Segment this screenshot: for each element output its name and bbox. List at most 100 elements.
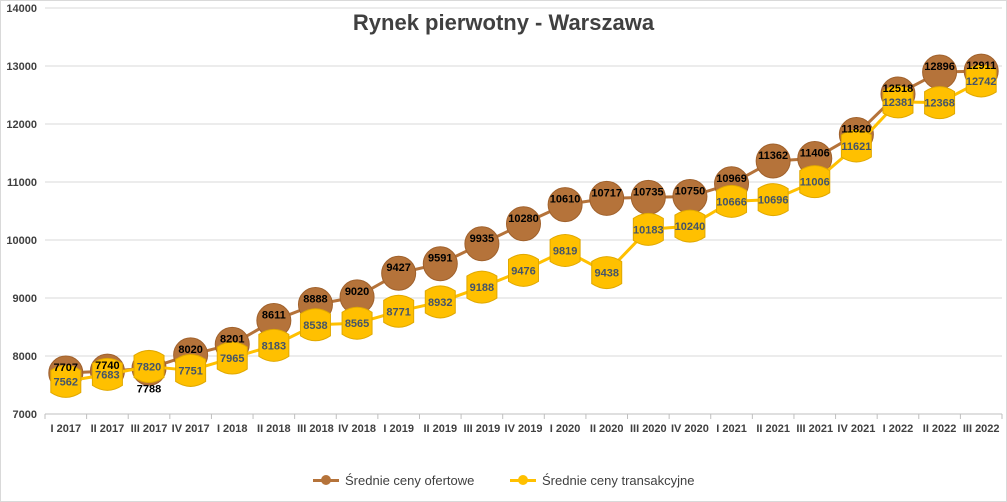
data-label-transakcyjne: 9188 xyxy=(470,282,494,294)
y-tick-label: 11000 xyxy=(7,177,37,189)
x-tick-label: IV 2021 xyxy=(837,423,875,435)
data-label-transakcyjne: 10696 xyxy=(758,195,789,207)
data-label-ofertowe: 10610 xyxy=(550,194,581,206)
data-label-ofertowe: 10717 xyxy=(591,187,622,199)
point-ofertowe xyxy=(506,206,541,242)
data-label-transakcyjne: 8538 xyxy=(303,320,327,332)
x-tick-label: IV 2018 xyxy=(338,423,376,435)
point-transakcyjne xyxy=(91,357,123,391)
point-ofertowe xyxy=(755,143,791,179)
data-label-ofertowe: 10735 xyxy=(633,186,664,198)
x-tick-label: I 2020 xyxy=(550,423,581,435)
point-transakcyjne xyxy=(508,253,539,287)
data-label-transakcyjne: 12742 xyxy=(966,76,997,88)
x-tick-label: III 2022 xyxy=(963,423,1000,435)
data-label-transakcyjne: 8565 xyxy=(345,318,369,330)
x-tick-label: IV 2019 xyxy=(505,423,543,435)
chart-title: Rynek pierwotny - Warszawa xyxy=(352,10,655,35)
x-tick-label: I 2022 xyxy=(883,423,914,435)
x-tick-label: III 2017 xyxy=(131,423,168,435)
point-transakcyjne xyxy=(341,306,373,340)
data-label-transakcyjne: 9476 xyxy=(511,265,535,277)
x-tick-label: III 2018 xyxy=(297,423,334,435)
data-label-transakcyjne: 12368 xyxy=(924,98,955,110)
x-tick-label: II 2018 xyxy=(257,423,291,435)
legend-item-ofertowe: Średnie ceny ofertowe xyxy=(313,470,474,490)
x-tick-label: I 2018 xyxy=(217,423,248,435)
data-label-ofertowe: 7788 xyxy=(137,383,161,395)
data-label-transakcyjne: 8183 xyxy=(262,340,286,352)
data-label-ofertowe: 8020 xyxy=(178,344,202,356)
legend-swatch-ofertowe xyxy=(313,473,339,487)
x-tick-label: III 2019 xyxy=(464,423,501,435)
data-label-ofertowe: 10969 xyxy=(716,173,747,185)
chart-legend: Średnie ceny ofertowe Średnie ceny trans… xyxy=(0,470,1007,490)
x-tick-label: III 2020 xyxy=(630,423,667,435)
data-label-ofertowe: 9591 xyxy=(428,253,452,265)
data-label-ofertowe: 11362 xyxy=(758,150,788,162)
data-label-transakcyjne: 8771 xyxy=(386,306,410,318)
x-tick-label: II 2021 xyxy=(756,423,790,435)
data-label-transakcyjne: 11006 xyxy=(800,177,830,189)
data-label-transakcyjne: 7751 xyxy=(178,365,202,377)
data-label-ofertowe: 12896 xyxy=(924,61,955,73)
data-label-ofertowe: 9935 xyxy=(470,233,494,245)
data-label-transakcyjne: 7820 xyxy=(137,361,161,373)
point-transakcyjne xyxy=(258,328,290,362)
point-transakcyjne xyxy=(216,341,248,375)
point-transakcyjne xyxy=(424,285,456,319)
point-ofertowe xyxy=(464,226,500,262)
y-tick-label: 7000 xyxy=(13,409,37,421)
y-tick-label: 13000 xyxy=(6,61,37,73)
point-ofertowe xyxy=(547,187,583,223)
point-transakcyjne xyxy=(799,165,831,199)
point-transakcyjne xyxy=(632,212,664,246)
x-tick-label: II 2020 xyxy=(590,423,624,435)
y-tick-label: 9000 xyxy=(13,293,37,305)
data-label-ofertowe: 7740 xyxy=(95,360,119,372)
data-label-ofertowe: 10750 xyxy=(675,186,706,198)
data-label-ofertowe: 12911 xyxy=(966,60,996,72)
data-label-ofertowe: 11406 xyxy=(800,147,830,159)
x-tick-label: II 2022 xyxy=(923,423,957,435)
data-label-ofertowe: 12518 xyxy=(883,83,914,95)
x-tick-label: IV 2020 xyxy=(671,423,709,435)
data-label-ofertowe: 11820 xyxy=(841,123,871,135)
x-tick-label: I 2021 xyxy=(716,423,747,435)
data-label-transakcyjne: 7562 xyxy=(54,376,78,388)
data-label-ofertowe: 9427 xyxy=(386,262,410,274)
data-label-transakcyjne: 7965 xyxy=(220,353,244,365)
legend-label-ofertowe: Średnie ceny ofertowe xyxy=(345,472,475,488)
point-transakcyjne xyxy=(882,85,914,119)
point-transakcyjne xyxy=(924,86,956,120)
x-tick-label: I 2017 xyxy=(51,423,82,435)
y-tick-label: 12000 xyxy=(6,119,37,131)
data-label-transakcyjne: 9438 xyxy=(594,268,618,280)
data-label-transakcyjne: 7683 xyxy=(95,369,119,381)
data-label-ofertowe: 8611 xyxy=(262,310,286,322)
y-tick-label: 8000 xyxy=(13,351,37,363)
y-tick-label: 10000 xyxy=(6,235,37,247)
data-label-ofertowe: 10280 xyxy=(508,213,539,225)
x-tick-label: I 2019 xyxy=(383,423,414,435)
point-ofertowe xyxy=(589,180,625,216)
point-transakcyjne xyxy=(133,349,165,383)
data-label-transakcyjne: 10183 xyxy=(633,224,664,236)
data-label-ofertowe: 7707 xyxy=(54,362,78,374)
point-transakcyjne xyxy=(383,294,415,328)
data-label-transakcyjne: 8932 xyxy=(428,297,452,309)
x-tick-label: II 2017 xyxy=(91,423,125,435)
y-tick-label: 14000 xyxy=(6,3,37,15)
point-transakcyjne xyxy=(757,183,789,217)
data-label-transakcyjne: 12381 xyxy=(883,97,914,109)
point-transakcyjne xyxy=(674,209,706,243)
point-transakcyjne xyxy=(549,233,581,267)
point-ofertowe xyxy=(381,255,417,291)
data-label-ofertowe: 9020 xyxy=(345,286,369,298)
data-label-transakcyjne: 10240 xyxy=(675,221,706,233)
point-transakcyjne xyxy=(591,256,623,290)
x-tick-label: II 2019 xyxy=(423,423,457,435)
legend-label-transakcyjne: Średnie ceny transakcyjne xyxy=(542,472,695,488)
legend-swatch-transakcyjne xyxy=(510,473,536,487)
